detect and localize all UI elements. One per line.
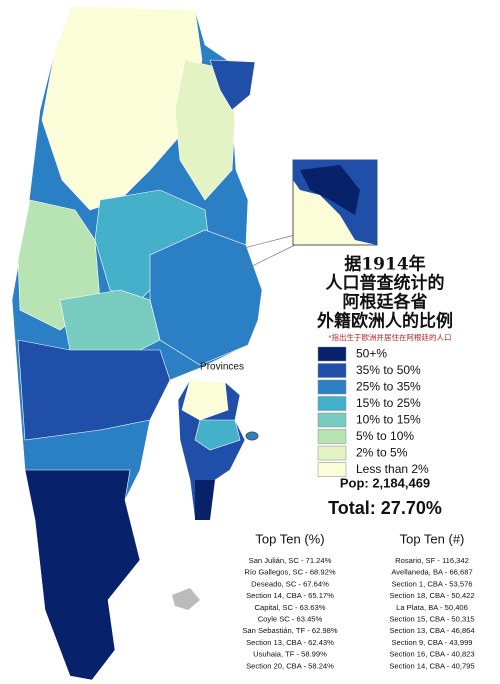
legend-label: 2% to 5% — [356, 446, 408, 460]
title-line: 人口普查统计的 — [326, 273, 445, 294]
list-item: Deseado, SC - 67.64% — [251, 579, 329, 588]
legend-swatch — [317, 346, 347, 362]
legend-swatch — [317, 363, 347, 378]
population: Pop: 2,184,469 — [340, 475, 430, 490]
note: *指出生于欧洲并居住在阿根廷的人口 — [329, 332, 452, 342]
zoom-line — [243, 234, 296, 249]
list-title: Top Ten (%) — [255, 531, 324, 546]
legend-label: Less than 2% — [356, 462, 429, 476]
top-lists: San Julián, SC - 71.24% Río Gallegos, SC … — [242, 556, 474, 670]
legend-label: 5% to 10% — [356, 429, 414, 443]
list-item: Section 16, CBA - 40,823 — [389, 650, 474, 659]
zoom-region — [300, 165, 360, 215]
list-item: Section 14, CBA - 40,795 — [389, 661, 474, 670]
list-item: Section 1, CBA - 53,576 — [391, 579, 472, 588]
list-item: La Plata, BA - 50,406 — [396, 603, 468, 612]
list-item: Section 18, CBA - 50,422 — [389, 591, 474, 600]
inset-zoom — [243, 159, 378, 271]
map-region-patagonia-south — [24, 469, 141, 681]
legend-label: 25% to 35% — [356, 380, 421, 394]
argentina-map — [11, 5, 263, 681]
list-item: Section 9, CBA - 43,999 — [391, 638, 472, 647]
list-item: Río Gallegos, SC - 68.92% — [244, 568, 335, 577]
list-title: Top Ten (#) — [400, 531, 465, 546]
legend-swatch — [317, 379, 347, 395]
title-line: 外籍欧洲人的比例 — [317, 311, 453, 332]
list-item: San Julián, SC - 71.24% — [249, 556, 332, 565]
total: Total: 27.70% — [328, 498, 442, 518]
provinces-map — [177, 379, 259, 521]
title-line: 据1914年 — [344, 254, 425, 275]
zoom-line — [243, 244, 296, 271]
list-item: Rosario, SF - 116,342 — [395, 556, 469, 565]
provinces-shape — [181, 379, 229, 421]
list-item: Section 20, CBA - 58.24% — [246, 661, 334, 670]
legend-swatch — [317, 462, 347, 477]
list-item: Usuhaia, TF - 58.99% — [253, 650, 327, 659]
legend-label: 35% to 50% — [356, 363, 421, 377]
legend-label: 50+% — [356, 347, 387, 361]
list-item: San Sebastián, TF - 62.98% — [242, 626, 338, 635]
legend-swatch — [317, 445, 347, 461]
list-item: Section 15, CBA - 50,315 — [389, 615, 474, 624]
provinces-shape — [194, 419, 241, 451]
title-line: 阿根廷各省 — [343, 292, 428, 313]
capital-marker — [245, 431, 259, 441]
legend-swatch — [317, 412, 347, 428]
list-item: Capital, SC - 63.63% — [255, 603, 326, 612]
inset-label: Provinces — [200, 362, 244, 373]
provinces-shape — [195, 480, 215, 520]
list-item: Section 13, CBA - 62.43% — [246, 638, 334, 647]
list-item: Section 14, CBA - 65.17% — [246, 591, 334, 600]
legend: 50+% 35% to 50% 25% to 35% 15% to 25% 10% to… — [317, 346, 429, 477]
list-item: Avellaneda, BA - 66,687 — [391, 568, 472, 577]
list-item: Section 13, CBA - 46,864 — [389, 626, 474, 635]
legend-label: 10% to 15% — [356, 413, 421, 427]
map-region-patagonia-north — [17, 339, 171, 441]
islands — [172, 588, 200, 610]
list-item: Coyle SC - 63.45% — [258, 615, 323, 624]
map-region-northeast — [209, 59, 256, 111]
legend-label: 15% to 25% — [356, 396, 421, 410]
legend-swatch — [317, 396, 347, 411]
legend-swatch — [317, 429, 347, 444]
